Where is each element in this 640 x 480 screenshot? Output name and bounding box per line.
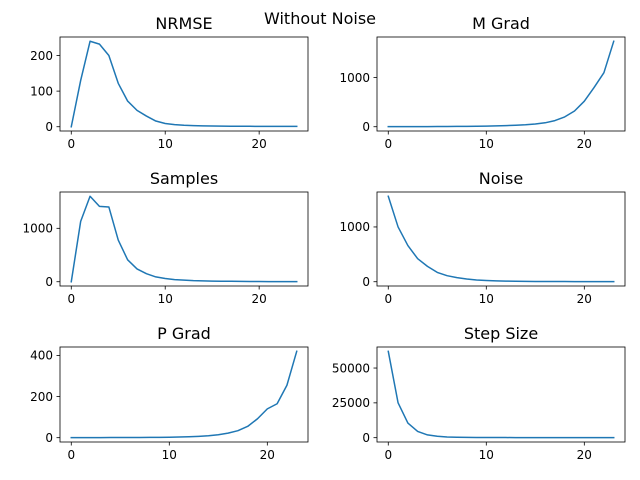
x-tick-label: 10 — [158, 292, 173, 306]
x-tick-label: 10 — [162, 448, 177, 462]
axes-frame — [59, 36, 309, 132]
series-line — [70, 40, 298, 128]
x-tick-label: 20 — [577, 137, 592, 151]
y-tick-label: 50000 — [332, 361, 370, 375]
subplot-title: NRMSE — [155, 14, 212, 33]
axes-frame — [376, 36, 626, 132]
y-tick-label: 0 — [362, 431, 370, 445]
x-tick-label: 20 — [577, 448, 592, 462]
y-tick-label: 0 — [45, 275, 53, 289]
x-tick-label: 10 — [479, 448, 494, 462]
x-tick-label: 0 — [67, 292, 75, 306]
x-tick-label: 0 — [384, 292, 392, 306]
x-tick-label: 0 — [67, 448, 75, 462]
axes-frame — [376, 346, 626, 443]
y-tick-label: 1000 — [22, 222, 53, 236]
y-tick-label: 0 — [45, 431, 53, 445]
y-tick-label: 200 — [30, 49, 53, 63]
y-tick-label: 1000 — [339, 220, 370, 234]
x-tick-label: 20 — [252, 292, 267, 306]
x-tick-label: 20 — [260, 448, 275, 462]
axes-frame — [59, 191, 309, 287]
subplot-title: Step Size — [464, 324, 538, 343]
subplot-title: Noise — [479, 169, 523, 188]
y-tick-label: 25000 — [332, 396, 370, 410]
series-line — [387, 40, 615, 128]
subplot-title: Samples — [150, 169, 218, 188]
y-tick-label: 0 — [362, 275, 370, 289]
series-line — [70, 350, 298, 439]
figure-suptitle: Without Noise — [264, 9, 376, 28]
subplot-m-grad: M Grad 0 10 20 0 1000 — [339, 14, 626, 151]
y-tick-label: 1000 — [339, 71, 370, 85]
y-tick-label: 200 — [30, 390, 53, 404]
y-tick-label: 100 — [30, 84, 53, 98]
subplot-samples: Samples 0 10 20 0 1000 — [22, 169, 309, 306]
x-tick-label: 10 — [479, 137, 494, 151]
x-tick-label: 0 — [384, 448, 392, 462]
series-line — [387, 350, 615, 439]
x-tick-label: 10 — [479, 292, 494, 306]
x-tick-label: 10 — [158, 137, 173, 151]
y-tick-label: 0 — [362, 120, 370, 134]
subplot-title: M Grad — [472, 14, 530, 33]
subplot-title: P Grad — [157, 324, 211, 343]
x-tick-label: 20 — [577, 292, 592, 306]
axes-frame — [59, 346, 309, 443]
x-tick-label: 20 — [252, 137, 267, 151]
y-tick-label: 400 — [30, 349, 53, 363]
x-tick-label: 0 — [67, 137, 75, 151]
series-line — [70, 195, 298, 283]
y-tick-label: 0 — [45, 120, 53, 134]
axes-frame — [376, 191, 626, 287]
series-line — [387, 195, 615, 283]
subplot-noise: Noise 0 10 20 0 1000 — [339, 169, 626, 306]
x-tick-label: 0 — [384, 137, 392, 151]
subplot-step-size: Step Size 0 10 20 0 25000 50000 — [332, 324, 626, 462]
